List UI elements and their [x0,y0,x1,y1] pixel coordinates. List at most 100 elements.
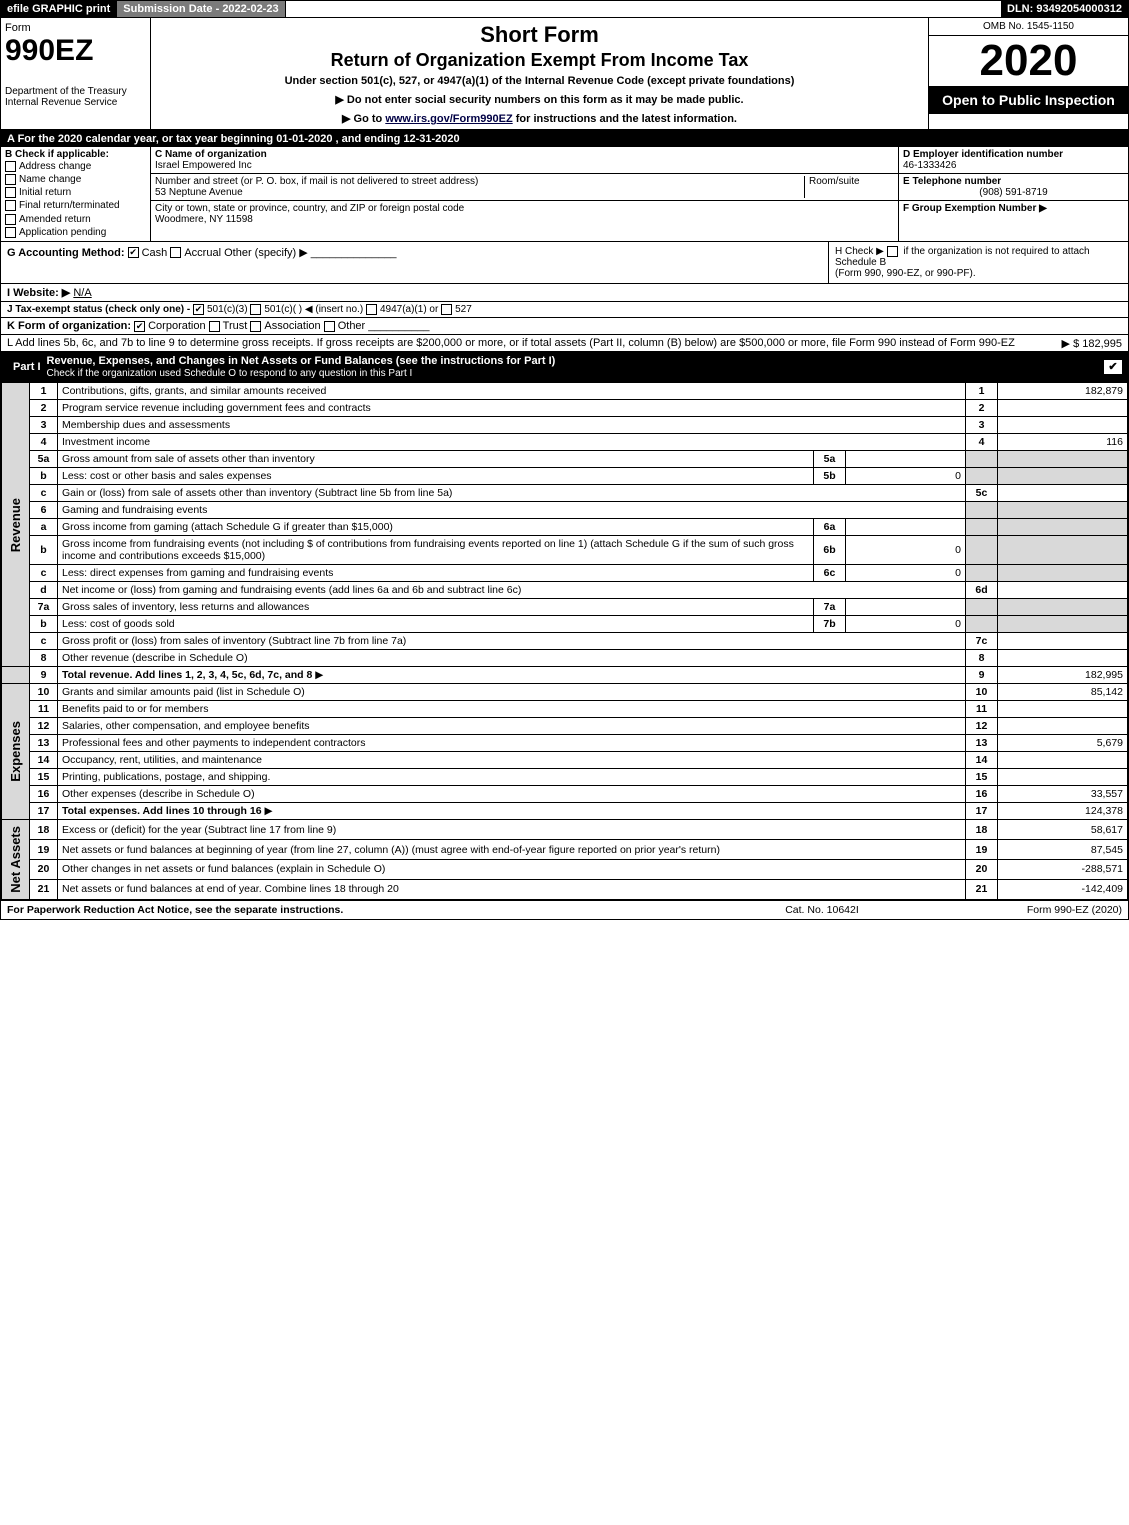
section-b-c-d: B Check if applicable: Address change Na… [1,147,1128,242]
column-c: C Name of organization Israel Empowered … [151,147,898,241]
table-row: 7aGross sales of inventory, less returns… [2,599,1128,616]
c-name-block: C Name of organization Israel Empowered … [151,147,898,174]
website-value: N/A [73,287,91,299]
irs-link[interactable]: www.irs.gov/Form990EZ [385,113,512,125]
c-city-lbl: City or town, state or province, country… [155,203,464,214]
row-a-period: A For the 2020 calendar year, or tax yea… [1,131,1128,147]
table-row: 15Printing, publications, postage, and s… [2,769,1128,786]
table-row: 8Other revenue (describe in Schedule O)8 [2,650,1128,667]
table-row: Net Assets 18Excess or (deficit) for the… [2,820,1128,840]
header-left: Form 990EZ Department of the Treasury In… [1,18,151,129]
table-row: 11Benefits paid to or for members11 [2,701,1128,718]
cb-name-change[interactable]: Name change [5,173,146,186]
header-right: OMB No. 1545-1150 2020 Open to Public In… [928,18,1128,129]
column-b: B Check if applicable: Address change Na… [1,147,151,241]
e-tel-block: E Telephone number (908) 591-8719 [899,174,1128,201]
g-other: Other (specify) ▶ [224,247,308,259]
part-i-checkbox[interactable]: ✔ [1104,360,1122,374]
table-row: Expenses 10Grants and similar amounts pa… [2,684,1128,701]
l-amount: ▶ $ 182,995 [1062,337,1122,350]
goto-note: ▶ Go to www.irs.gov/Form990EZ for instru… [159,112,920,125]
irs-label: Internal Revenue Service [5,97,146,108]
f-group-lbl: F Group Exemption Number ▶ [903,203,1047,214]
room-suite-lbl: Room/suite [804,176,894,198]
table-row: bLess: cost or other basis and sales exp… [2,468,1128,485]
table-row: 14Occupancy, rent, utilities, and mainte… [2,752,1128,769]
h-text1: H Check ▶ [835,246,884,257]
ssn-note: ▶ Do not enter social security numbers o… [159,93,920,106]
cb-assoc[interactable] [250,321,261,332]
h-text3: (Form 990, 990-EZ, or 990-PF). [835,268,976,279]
cb-initial-return[interactable]: Initial return [5,186,146,199]
table-row: 21Net assets or fund balances at end of … [2,879,1128,899]
cb-trust[interactable] [209,321,220,332]
d-ein-block: D Employer identification number 46-1333… [899,147,1128,174]
cb-501c3[interactable] [193,304,204,315]
row-g-h: G Accounting Method: Cash Accrual Other … [1,242,1128,284]
cb-amended[interactable]: Amended return [5,213,146,226]
row-l: L Add lines 5b, 6c, and 7b to line 9 to … [1,335,1128,352]
cb-address-change[interactable]: Address change [5,160,146,173]
org-name: Israel Empowered Inc [155,160,252,171]
dept-treasury: Department of the Treasury [5,86,146,97]
d-ein-lbl: D Employer identification number [903,149,1063,160]
e-tel-lbl: E Telephone number [903,176,1001,187]
cb-other-org[interactable] [324,321,335,332]
row-j-status: J Tax-exempt status (check only one) - 5… [1,302,1128,318]
c-city-block: City or town, state or province, country… [151,201,898,227]
c-addr-lbl: Number and street (or P. O. box, if mail… [155,176,478,187]
table-row: 17Total expenses. Add lines 10 through 1… [2,803,1128,820]
efile-label: efile GRAPHIC print [1,1,117,17]
g-label: G Accounting Method: [7,247,125,259]
table-row: 5aGross amount from sale of assets other… [2,451,1128,468]
tax-year: 2020 [929,36,1128,86]
org-city: Woodmere, NY 11598 [155,214,253,225]
page-footer: For Paperwork Reduction Act Notice, see … [1,900,1128,919]
submission-date: Submission Date - 2022-02-23 [117,1,285,17]
open-public: Open to Public Inspection [929,86,1128,114]
table-row: dNet income or (loss) from gaming and fu… [2,582,1128,599]
cb-app-pending[interactable]: Application pending [5,226,146,239]
cb-h[interactable] [887,246,898,257]
cb-final-return[interactable]: Final return/terminated [5,199,146,212]
cb-accrual[interactable] [170,247,181,258]
row-i-website: I Website: ▶ N/A [1,284,1128,302]
table-row: cLess: direct expenses from gaming and f… [2,565,1128,582]
c-name-lbl: C Name of organization [155,149,267,160]
table-row: 13Professional fees and other payments t… [2,735,1128,752]
footer-right: Form 990-EZ (2020) [922,904,1122,916]
table-row: 16Other expenses (describe in Schedule O… [2,786,1128,803]
column-d-e-f: D Employer identification number 46-1333… [898,147,1128,241]
omb-number: OMB No. 1545-1150 [929,18,1128,36]
form-container: efile GRAPHIC print Submission Date - 20… [0,0,1129,920]
goto-pre: ▶ Go to [342,113,385,125]
c-addr-block: Number and street (or P. O. box, if mail… [151,174,898,201]
part-i-checknote: Check if the organization used Schedule … [47,368,413,379]
part-i-table: Revenue 1 Contributions, gifts, grants, … [1,382,1128,900]
table-row: bGross income from fundraising events (n… [2,536,1128,565]
h-check: H Check ▶ if the organization is not req… [828,242,1128,283]
table-row: 20Other changes in net assets or fund ba… [2,859,1128,879]
i-label: I Website: ▶ [7,287,70,299]
cb-527[interactable] [441,304,452,315]
part-i-bar: Part I Revenue, Expenses, and Changes in… [1,352,1128,382]
ein-value: 46-1333426 [903,160,956,171]
cb-cash[interactable] [128,247,139,258]
cb-501c[interactable] [250,304,261,315]
table-row: 2Program service revenue including gover… [2,400,1128,417]
table-row: 19Net assets or fund balances at beginni… [2,840,1128,860]
table-row: bLess: cost of goods sold7b0 [2,616,1128,633]
table-row: 12Salaries, other compensation, and empl… [2,718,1128,735]
part-i-num: Part I [7,361,47,373]
footer-mid: Cat. No. 10642I [722,904,922,916]
k-label: K Form of organization: [7,320,131,332]
cb-4947[interactable] [366,304,377,315]
table-row: cGross profit or (loss) from sales of in… [2,633,1128,650]
revenue-label: Revenue [6,494,25,556]
form-word: Form [5,22,146,34]
top-bar: efile GRAPHIC print Submission Date - 20… [1,1,1128,18]
netassets-label: Net Assets [6,822,25,897]
form-header: Form 990EZ Department of the Treasury In… [1,18,1128,131]
b-header: B Check if applicable: [5,149,146,160]
cb-corp[interactable] [134,321,145,332]
